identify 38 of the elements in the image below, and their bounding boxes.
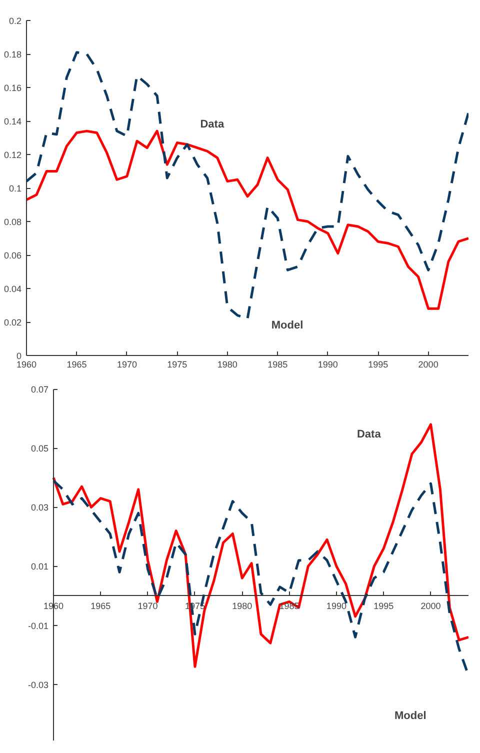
x-tick-label: 1970 xyxy=(116,360,137,370)
x-tick-label: 1995 xyxy=(374,600,394,611)
y-tick-label: 0.12 xyxy=(4,150,22,160)
line-series xyxy=(26,130,468,310)
x-tick-label: 1975 xyxy=(167,360,188,370)
annotation: Data xyxy=(356,428,382,441)
x-tick-label: 1965 xyxy=(66,360,87,370)
y-tick-label: 0.16 xyxy=(4,83,22,93)
x-tick-label: 1980 xyxy=(217,360,238,370)
x-tick-label: 2000 xyxy=(420,600,441,611)
y-tick-label: -0.01 xyxy=(28,620,48,631)
x-tick-label: 1985 xyxy=(268,360,288,370)
y-tick-label: 0.08 xyxy=(4,217,22,227)
y-tick-label: 0.01 xyxy=(30,562,48,572)
y-tick-label: 0.03 xyxy=(30,502,48,513)
y-tick-label: 0.1 xyxy=(8,184,22,194)
y-tick-label: 0.05 xyxy=(30,444,48,454)
annotation: Model xyxy=(271,319,304,332)
y-tick-label: -0.03 xyxy=(28,680,48,690)
y-tick-label: 0.18 xyxy=(4,50,22,60)
y-tick-label: 0.02 xyxy=(4,318,22,328)
x-tick-label: 1995 xyxy=(368,360,388,370)
y-tick-label: 0.07 xyxy=(30,384,48,395)
y-tick-label: 0.04 xyxy=(4,284,22,294)
line-series xyxy=(26,51,468,320)
y-tick-label: 0 xyxy=(16,351,22,361)
x-tick-label: 1960 xyxy=(16,360,37,370)
y-tick-label: 0.06 xyxy=(4,250,22,260)
x-tick-label: 1990 xyxy=(326,600,346,611)
x-tick-label: 2000 xyxy=(418,360,438,370)
y-tick-label: 0.2 xyxy=(8,16,22,26)
annotation: Data xyxy=(200,118,225,130)
x-tick-label: 1990 xyxy=(318,360,338,370)
x-tick-label: 1970 xyxy=(138,600,158,611)
y-tick-label: 0.14 xyxy=(4,116,22,126)
x-tick-label: 1965 xyxy=(90,600,111,611)
x-tick-label: 1980 xyxy=(232,600,252,611)
annotation: Model xyxy=(394,710,426,722)
